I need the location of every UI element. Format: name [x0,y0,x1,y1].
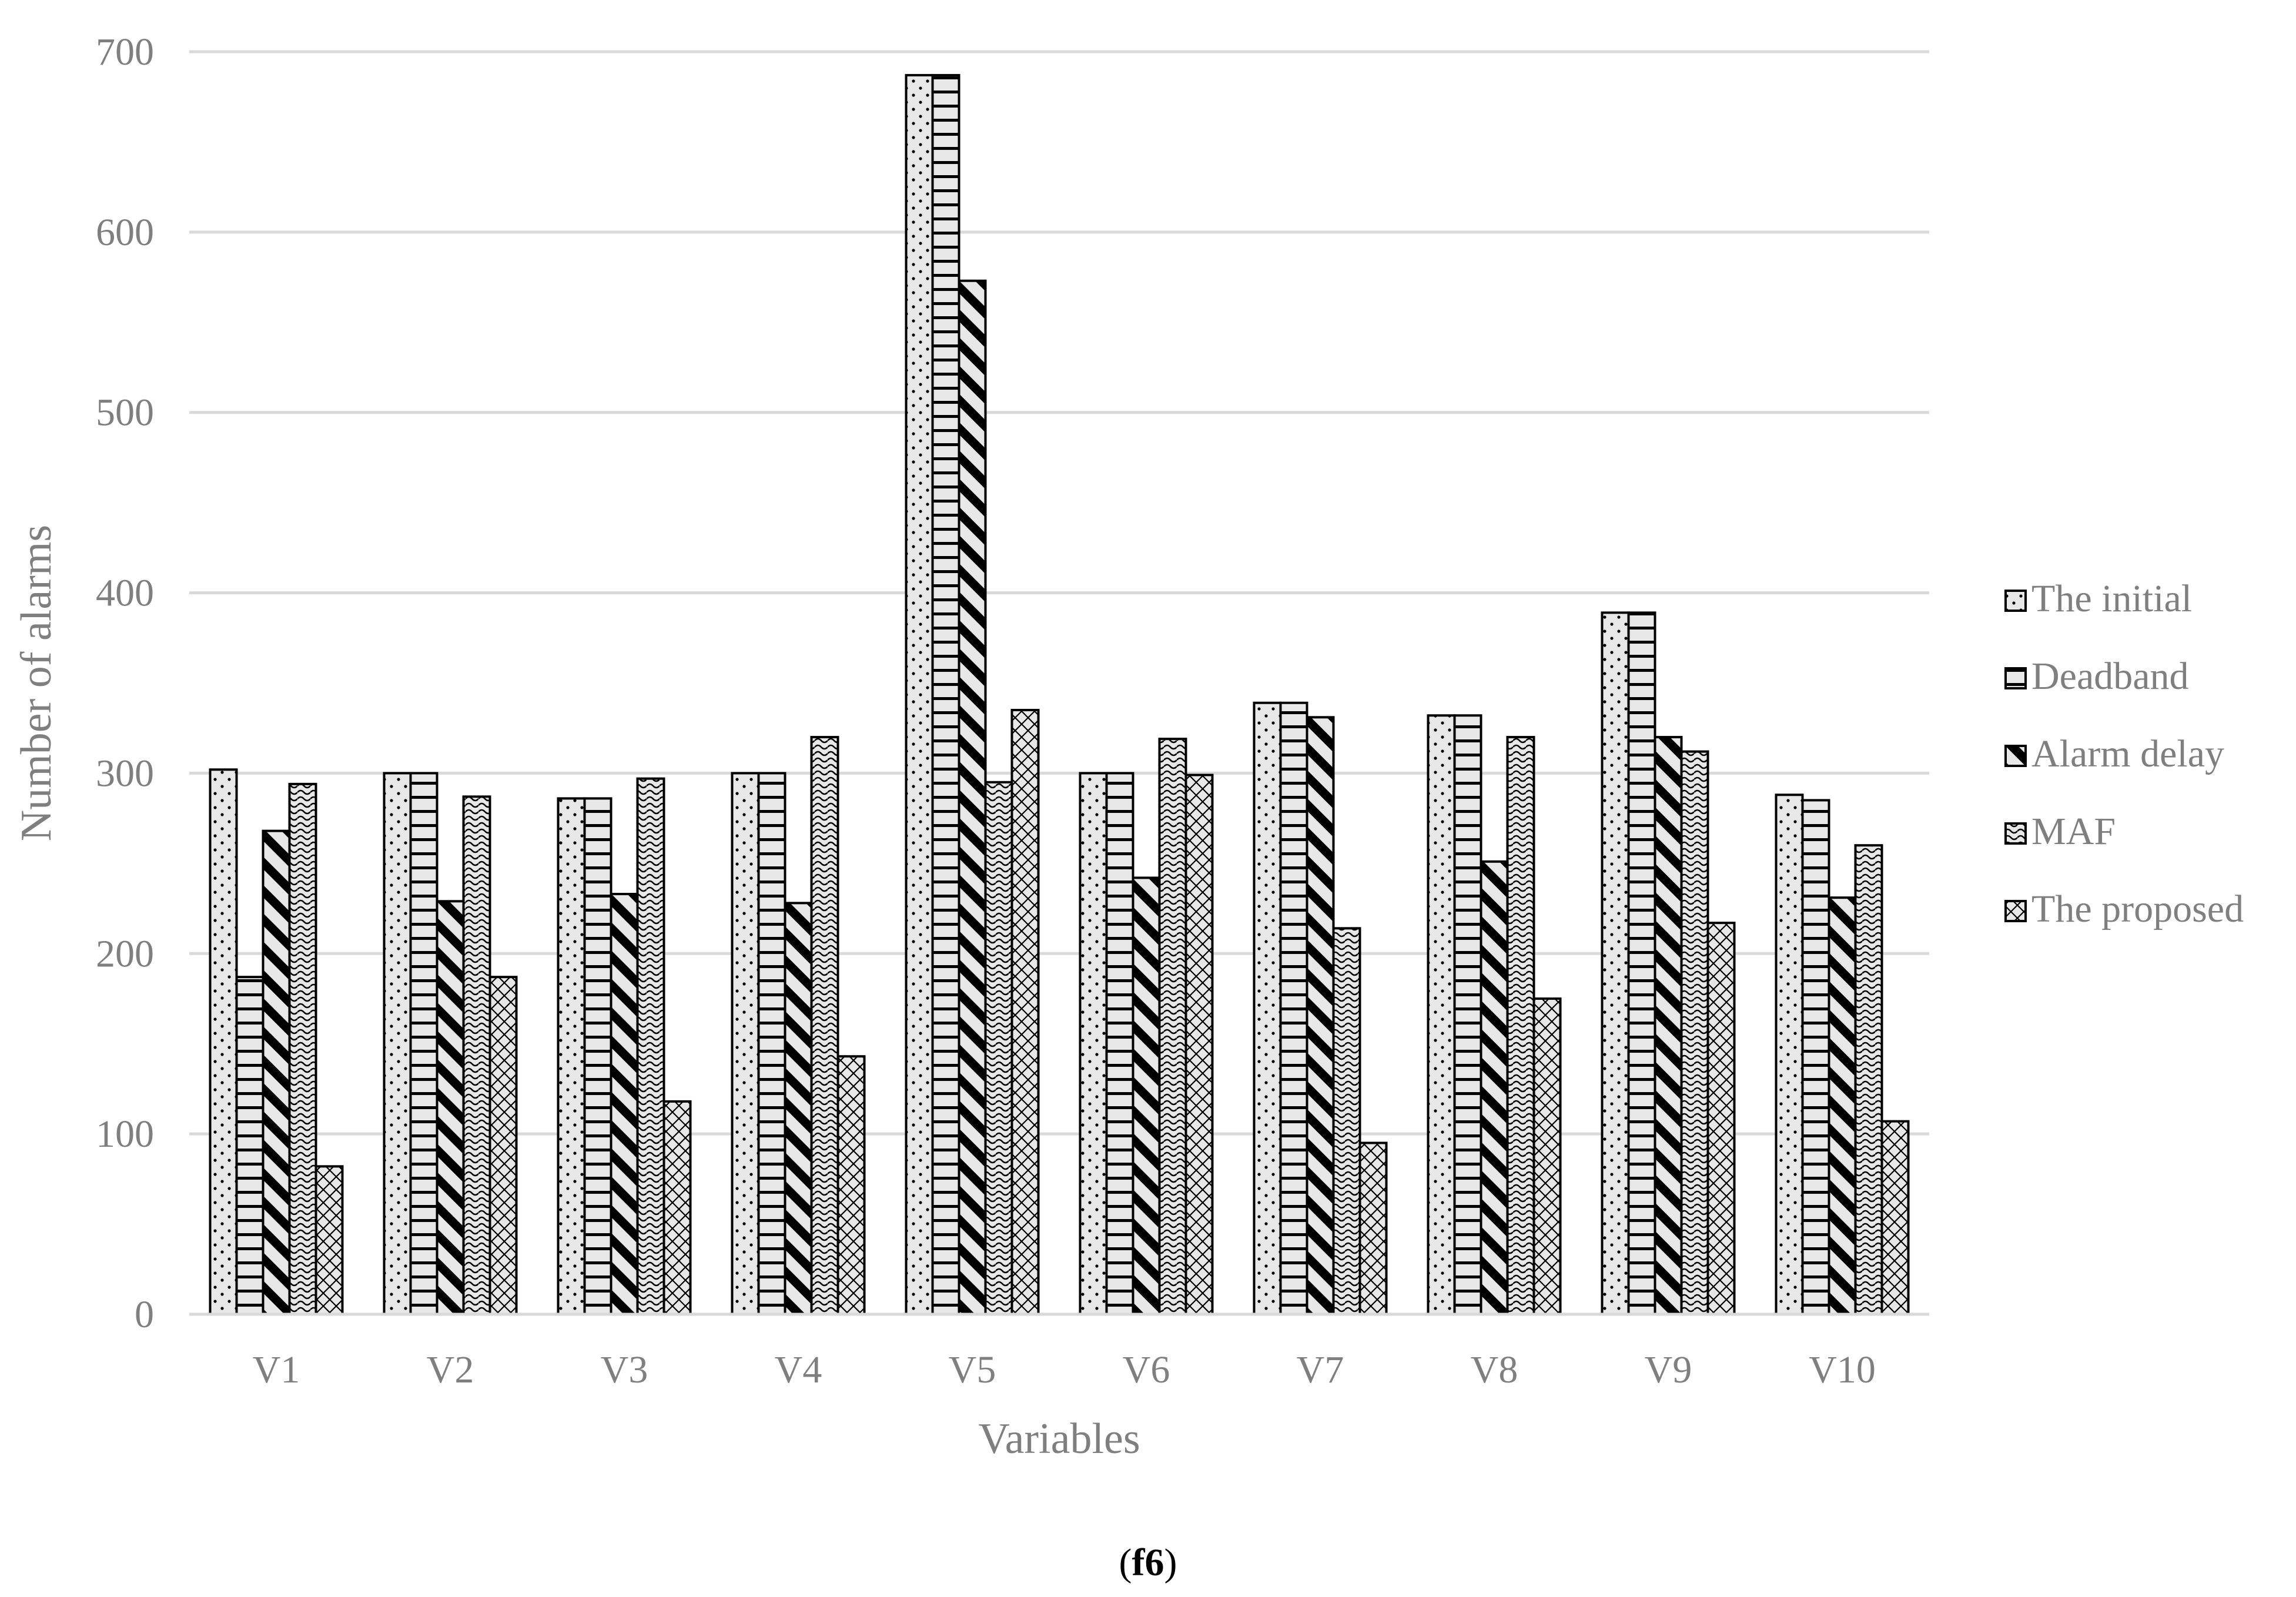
x-tick-label: V9 [1645,1348,1692,1391]
caption-open: ( [1119,1541,1132,1584]
legend-label: The proposed [2031,888,2244,930]
bar-v3-series-2 [583,797,613,1315]
x-tick-label: V7 [1297,1348,1344,1391]
legend-swatch [2004,590,2027,612]
bar-v9-series-5 [1706,922,1736,1315]
x-tick-label: V3 [601,1348,648,1391]
bar-v5-series-5 [1010,709,1040,1315]
y-tick-label: 300 [96,752,154,795]
bar-v6-series-1 [1079,772,1108,1315]
caption-close: ) [1164,1541,1177,1584]
bar-v1-series-1 [209,768,238,1315]
legend-label: Deadband [2031,655,2189,698]
bar-v10-series-4 [1854,844,1883,1315]
bar-v10-series-1 [1775,794,1804,1316]
y-tick-label: 500 [96,391,154,434]
bar-v2-series-5 [488,976,518,1315]
bar-v3-series-5 [662,1100,692,1315]
x-axis-title: Variables [978,1415,1140,1463]
bar-v7-series-3 [1306,716,1335,1315]
bar-v6-series-3 [1132,876,1161,1316]
bar-v10-series-2 [1801,799,1830,1315]
y-tick-label: 0 [135,1293,154,1336]
bar-v8-series-1 [1427,714,1456,1315]
caption-label: f6 [1132,1541,1164,1584]
y-tick-label: 200 [96,932,154,975]
bar-v9-series-4 [1680,750,1709,1315]
bar-v3-series-3 [610,893,639,1315]
bar-v2-series-2 [409,772,439,1315]
x-tick-label: V4 [775,1348,822,1391]
bar-v8-series-3 [1480,860,1509,1315]
bar-v2-series-4 [462,795,491,1315]
x-tick-label: V8 [1471,1348,1518,1391]
legend-label: MAF [2031,810,2116,853]
bar-v7-series-1 [1253,701,1282,1315]
y-tick-label: 400 [96,572,154,615]
legend-label: The initial [2031,577,2192,620]
bar-v6-series-2 [1105,772,1134,1315]
bar-v5-series-1 [905,73,934,1316]
x-axis-ticks: V1 V2 V3 V4 V5 V6 V7 V8 V9 V10 [253,1348,1876,1391]
x-tick-label: V5 [949,1348,996,1391]
x-tick-label: V10 [1809,1348,1876,1391]
bar-v6-series-4 [1158,738,1187,1315]
bar-v5-series-4 [984,781,1013,1316]
bars [209,73,1910,1316]
legend: The initial Deadband Alarm delay MAF The pro… [2004,577,2244,930]
bar-v1-series-4 [288,782,317,1315]
bar-v1-series-5 [314,1165,344,1316]
bar-v7-series-5 [1358,1141,1388,1315]
bar-v4-series-4 [810,736,839,1315]
bar-v1-series-2 [235,976,265,1315]
bar-v9-series-1 [1601,611,1630,1315]
bar-v1-series-3 [262,829,291,1315]
bar-v5-series-3 [958,279,987,1315]
bar-v10-series-3 [1828,896,1857,1316]
bar-v7-series-2 [1279,701,1308,1315]
bar-v8-series-5 [1532,997,1562,1315]
bar-v9-series-2 [1627,611,1656,1315]
bar-v6-series-5 [1184,774,1214,1316]
legend-swatch [2004,822,2027,845]
y-tick-label: 600 [96,211,154,254]
bar-v9-series-3 [1654,736,1683,1315]
y-tick-label: 700 [96,31,154,73]
bar-v8-series-4 [1506,736,1535,1315]
bar-v7-series-4 [1332,927,1361,1315]
bar-v4-series-1 [731,772,760,1315]
x-tick-label: V1 [253,1348,300,1391]
y-tick-label: 100 [96,1113,154,1156]
legend-swatch [2004,745,2027,767]
bar-v4-series-5 [836,1055,866,1316]
legend-label: Alarm delay [2031,732,2224,775]
y-axis-title: Number of alarms [12,525,61,841]
y-axis-ticks: 0 100 200 300 400 500 600 700 [96,31,154,1336]
bar-v3-series-4 [636,777,665,1315]
bar-v5-series-2 [931,73,960,1316]
legend-swatch [2004,900,2027,922]
x-tick-label: V2 [427,1348,474,1391]
bar-v2-series-3 [436,900,465,1315]
bar-v2-series-1 [383,772,412,1315]
bar-v4-series-2 [757,772,786,1315]
bar-v4-series-3 [784,902,813,1315]
bar-v10-series-5 [1880,1120,1910,1315]
legend-swatch [2004,667,2027,689]
bar-v3-series-1 [557,797,586,1315]
x-tick-label: V6 [1123,1348,1170,1391]
figure-caption: (f6) [1119,1541,1177,1584]
bar-v8-series-2 [1453,714,1482,1315]
